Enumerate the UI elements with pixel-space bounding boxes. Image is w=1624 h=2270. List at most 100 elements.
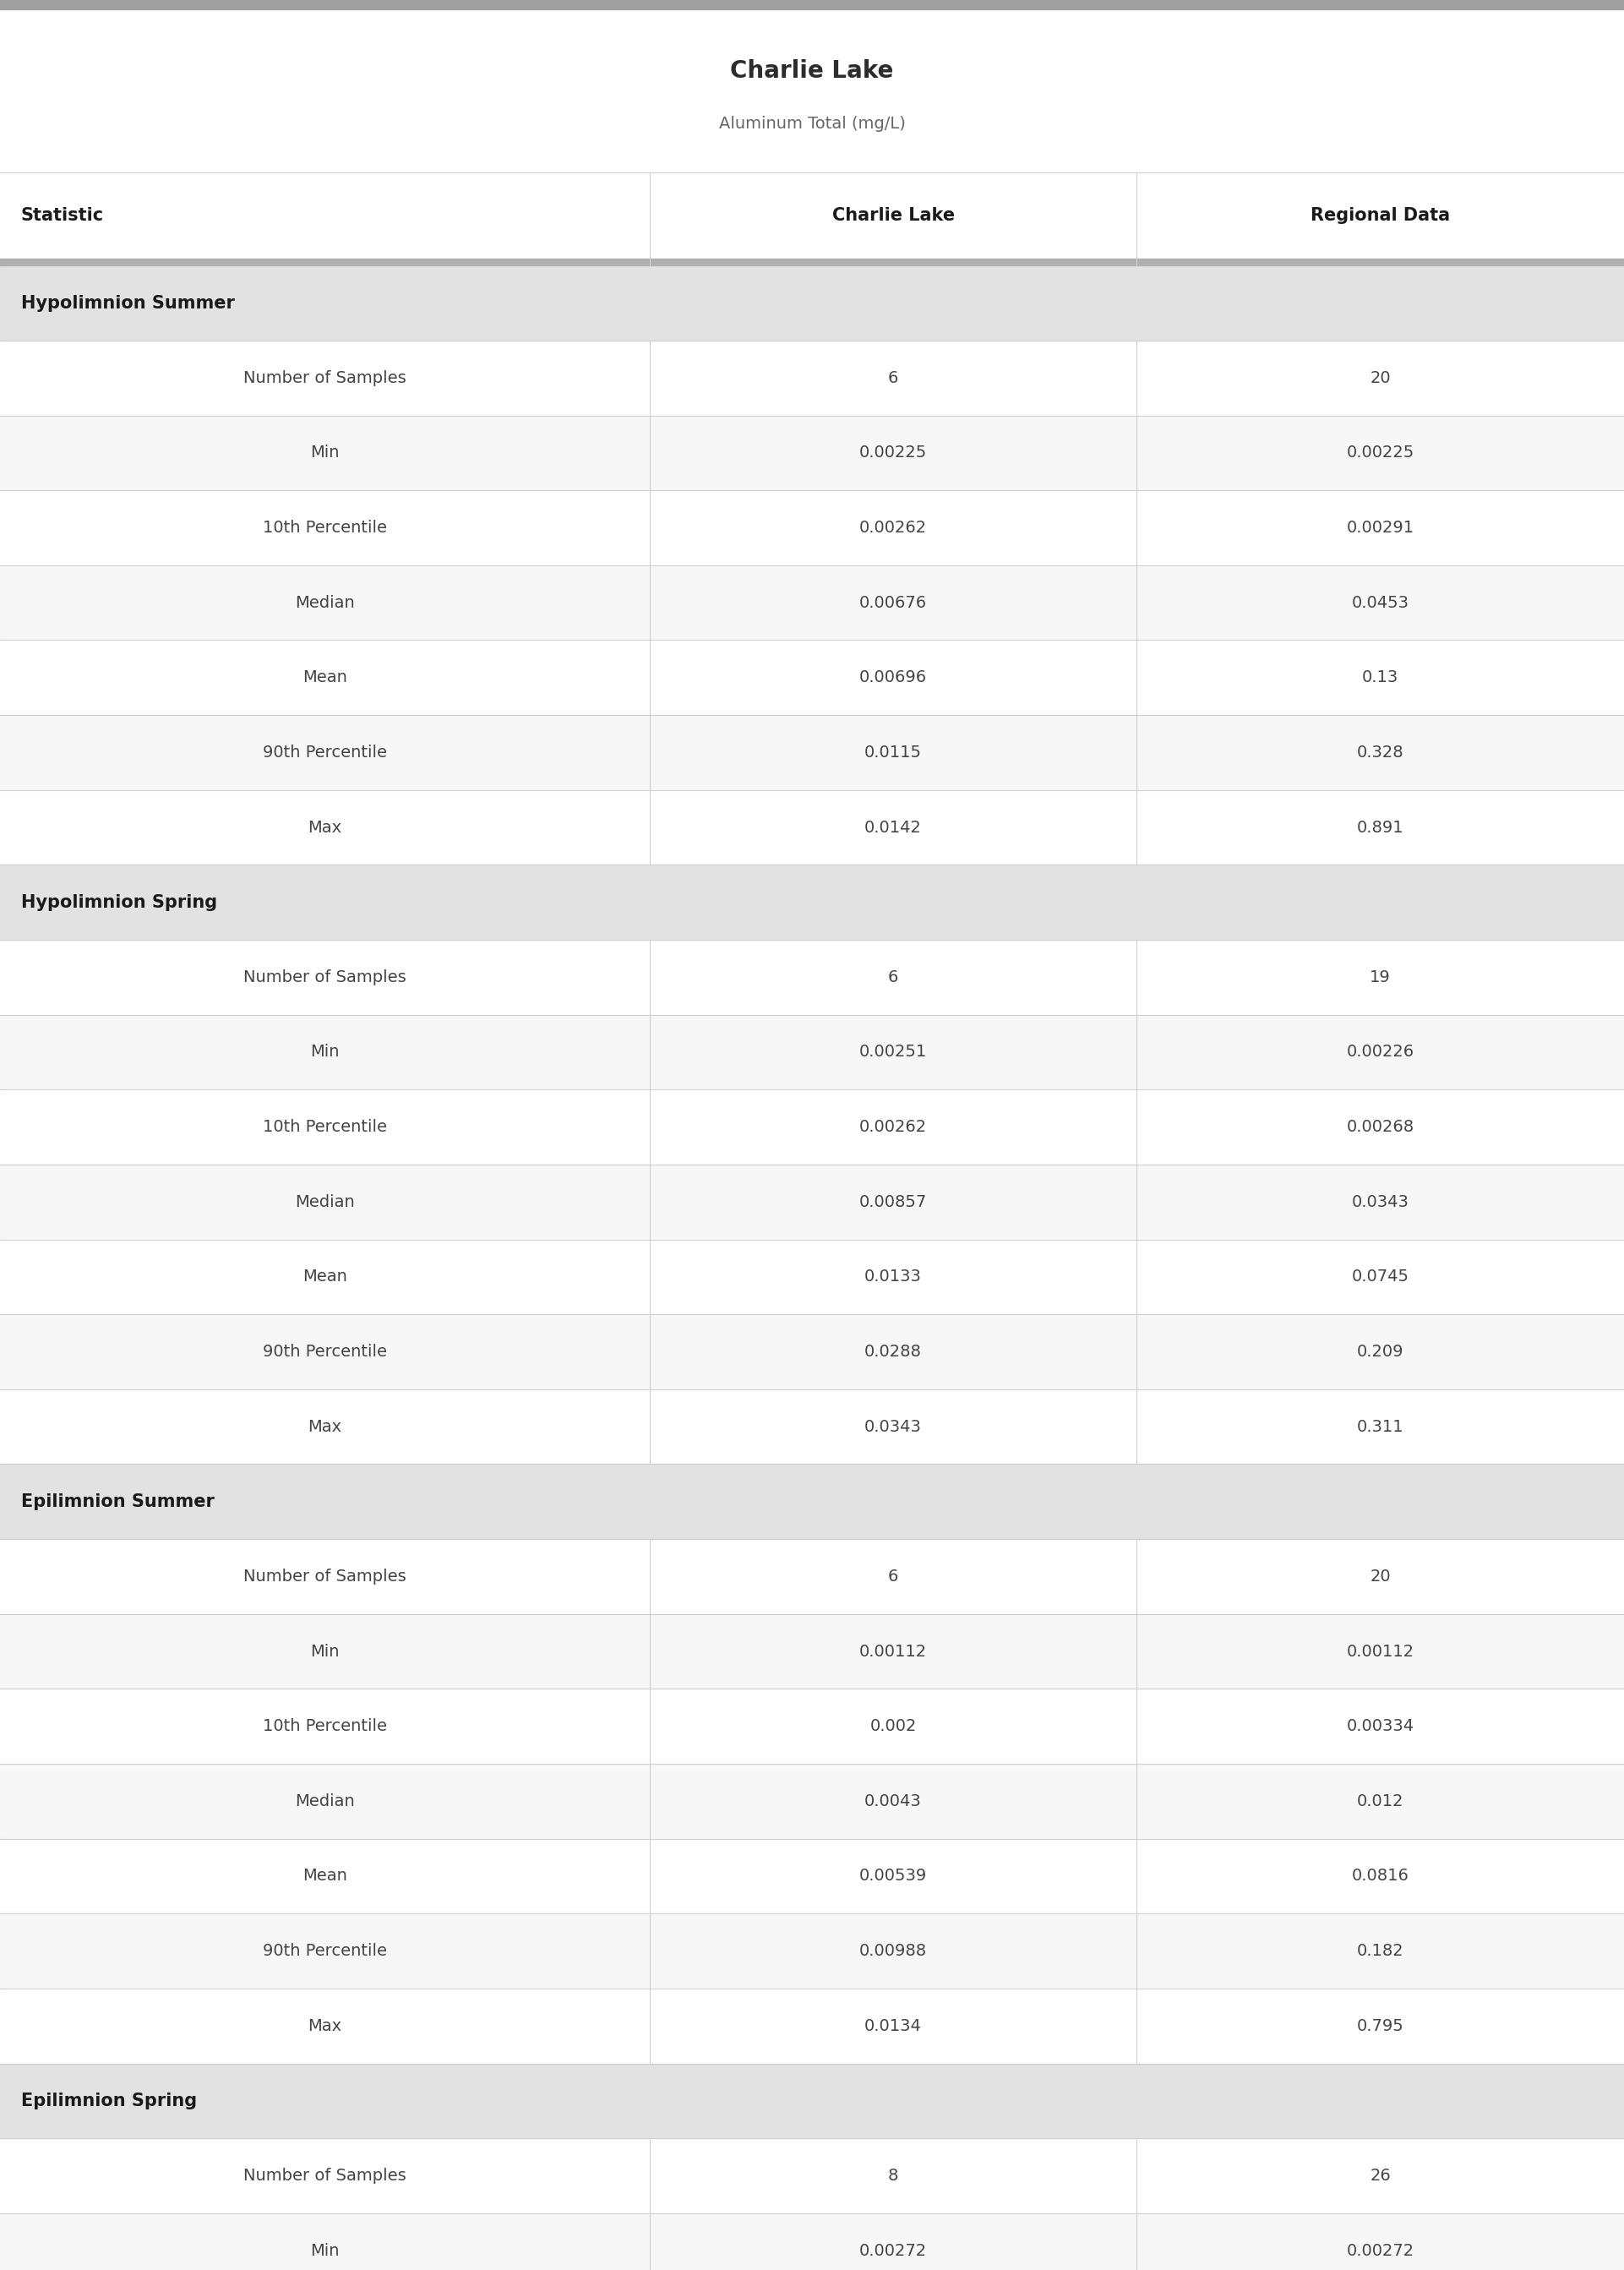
Bar	[0, 266, 1624, 340]
Text: Min: Min	[310, 445, 339, 461]
Text: 90th Percentile: 90th Percentile	[263, 745, 387, 760]
Text: Hypolimnion Summer: Hypolimnion Summer	[21, 295, 235, 311]
Bar	[0, 2213, 1624, 2270]
Bar	[0, 1165, 1624, 1239]
Text: Max: Max	[309, 819, 341, 835]
Text: Charlie Lake: Charlie Lake	[731, 59, 893, 84]
Bar	[0, 1015, 1624, 1090]
Bar	[0, 1090, 1624, 1165]
Bar	[0, 640, 1624, 715]
Text: 0.00262: 0.00262	[859, 1119, 927, 1135]
Text: Number of Samples: Number of Samples	[244, 1569, 406, 1584]
Text: 0.00676: 0.00676	[859, 595, 927, 611]
Text: 0.00696: 0.00696	[859, 670, 927, 686]
Text: 0.891: 0.891	[1358, 819, 1403, 835]
Text: 0.00988: 0.00988	[859, 1943, 927, 1959]
Bar	[0, 865, 1624, 940]
Text: Epilimnion Spring: Epilimnion Spring	[21, 2093, 197, 2109]
Text: 0.0115: 0.0115	[864, 745, 922, 760]
Text: Min: Min	[310, 2243, 339, 2259]
Text: 0.0288: 0.0288	[864, 1344, 922, 1360]
Text: 0.311: 0.311	[1358, 1419, 1403, 1435]
Bar	[0, 1764, 1624, 1839]
Text: 8: 8	[888, 2168, 898, 2184]
Bar	[0, 715, 1624, 790]
Text: Epilimnion Summer: Epilimnion Summer	[21, 1494, 214, 1510]
Text: 0.00272: 0.00272	[1346, 2243, 1415, 2259]
Text: Max: Max	[309, 2018, 341, 2034]
Text: Hypolimnion Spring: Hypolimnion Spring	[21, 894, 218, 910]
Bar	[0, 1464, 1624, 1539]
Text: 0.0453: 0.0453	[1351, 595, 1410, 611]
Text: Number of Samples: Number of Samples	[244, 969, 406, 985]
Text: 0.00225: 0.00225	[859, 445, 927, 461]
Text: Mean: Mean	[302, 1868, 348, 1884]
Bar	[0, 340, 1624, 415]
Text: Aluminum Total (mg/L): Aluminum Total (mg/L)	[719, 116, 905, 132]
Text: Min: Min	[310, 1643, 339, 1659]
Text: 26: 26	[1371, 2168, 1390, 2184]
Text: Median: Median	[296, 1793, 354, 1809]
Text: 0.00112: 0.00112	[859, 1643, 927, 1659]
Text: Number of Samples: Number of Samples	[244, 370, 406, 386]
Bar	[0, 1614, 1624, 1689]
Bar	[0, 1539, 1624, 1614]
Text: 0.0142: 0.0142	[864, 819, 922, 835]
Bar	[0, 490, 1624, 565]
Text: 0.13: 0.13	[1363, 670, 1398, 686]
Text: 6: 6	[888, 1569, 898, 1584]
Bar	[0, 0, 1624, 9]
Bar	[0, 790, 1624, 865]
Bar	[0, 415, 1624, 490]
Text: 0.00857: 0.00857	[859, 1194, 927, 1210]
Text: 0.00262: 0.00262	[859, 520, 927, 536]
Text: 0.328: 0.328	[1358, 745, 1403, 760]
Bar	[0, 940, 1624, 1015]
Text: Median: Median	[296, 595, 354, 611]
Text: 0.012: 0.012	[1358, 1793, 1403, 1809]
Bar	[0, 1914, 1624, 1989]
Text: 10th Percentile: 10th Percentile	[263, 1119, 387, 1135]
Text: 90th Percentile: 90th Percentile	[263, 1344, 387, 1360]
Bar	[0, 1314, 1624, 1389]
Bar	[0, 1239, 1624, 1314]
Text: 0.0343: 0.0343	[1351, 1194, 1410, 1210]
Text: Max: Max	[309, 1419, 341, 1435]
Text: 20: 20	[1371, 370, 1390, 386]
Text: Median: Median	[296, 1194, 354, 1210]
Text: 0.00334: 0.00334	[1346, 1718, 1415, 1734]
Bar	[0, 259, 1624, 266]
Text: Regional Data: Regional Data	[1311, 207, 1450, 225]
Text: 0.00539: 0.00539	[859, 1868, 927, 1884]
Bar	[0, 565, 1624, 640]
Text: 0.00268: 0.00268	[1346, 1119, 1415, 1135]
Text: 0.0134: 0.0134	[864, 2018, 922, 2034]
Text: 0.0133: 0.0133	[864, 1269, 922, 1285]
Bar	[0, 1839, 1624, 1914]
Text: 90th Percentile: 90th Percentile	[263, 1943, 387, 1959]
Bar	[0, 2063, 1624, 2138]
Text: Mean: Mean	[302, 670, 348, 686]
Text: Charlie Lake: Charlie Lake	[831, 207, 955, 225]
Text: 0.002: 0.002	[870, 1718, 916, 1734]
Text: 0.00272: 0.00272	[859, 2243, 927, 2259]
Text: 0.00112: 0.00112	[1346, 1643, 1415, 1659]
Text: 0.00226: 0.00226	[1346, 1044, 1415, 1060]
Bar	[0, 2138, 1624, 2213]
Text: 0.182: 0.182	[1358, 1943, 1403, 1959]
Text: 0.0343: 0.0343	[864, 1419, 922, 1435]
Text: 0.0745: 0.0745	[1351, 1269, 1410, 1285]
Bar	[0, 1989, 1624, 2063]
Text: Statistic: Statistic	[21, 207, 104, 225]
Text: 0.209: 0.209	[1358, 1344, 1403, 1360]
Text: 6: 6	[888, 370, 898, 386]
Text: 0.0043: 0.0043	[864, 1793, 922, 1809]
Text: 0.795: 0.795	[1356, 2018, 1405, 2034]
Text: 10th Percentile: 10th Percentile	[263, 1718, 387, 1734]
Text: 0.00225: 0.00225	[1346, 445, 1415, 461]
Text: Mean: Mean	[302, 1269, 348, 1285]
Text: 20: 20	[1371, 1569, 1390, 1584]
Bar	[0, 1389, 1624, 1464]
Text: 0.00251: 0.00251	[859, 1044, 927, 1060]
Text: 0.0816: 0.0816	[1351, 1868, 1410, 1884]
